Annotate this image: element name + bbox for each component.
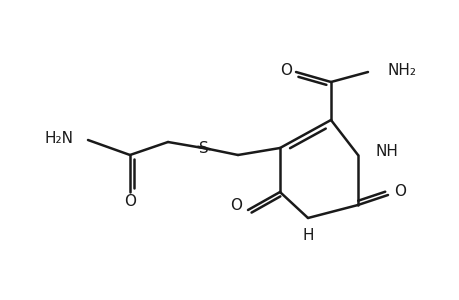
Text: S: S: [199, 140, 208, 155]
Text: O: O: [230, 199, 241, 214]
Text: O: O: [393, 184, 405, 199]
Text: O: O: [280, 62, 291, 77]
Text: H₂N: H₂N: [45, 130, 74, 146]
Text: H: H: [302, 229, 313, 244]
Text: NH: NH: [375, 143, 398, 158]
Text: O: O: [124, 194, 136, 209]
Text: NH₂: NH₂: [387, 62, 416, 77]
